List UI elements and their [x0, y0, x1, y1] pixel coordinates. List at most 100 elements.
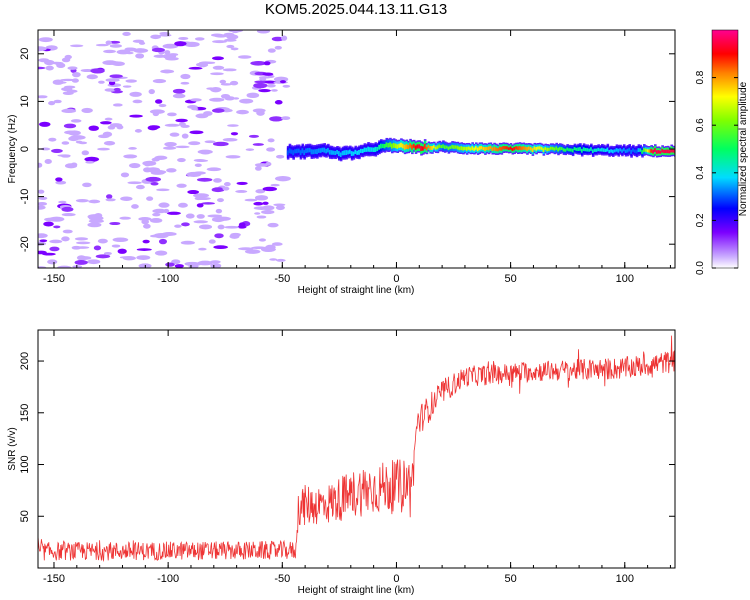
signal-band-core	[292, 150, 295, 156]
noise-blob	[267, 222, 279, 228]
signal-band-core	[465, 146, 469, 151]
noise-blob	[105, 198, 116, 202]
noise-blob	[144, 163, 151, 167]
noise-blob	[254, 163, 269, 167]
noise-blob	[58, 200, 67, 204]
noise-blob	[166, 168, 177, 173]
signal-band-core	[537, 146, 540, 150]
noise-blob	[62, 91, 74, 95]
noise-blob	[64, 163, 78, 169]
noise-blob	[185, 213, 195, 219]
signal-band-core	[288, 148, 292, 154]
noise-blob	[165, 57, 179, 61]
noise-blob	[214, 233, 224, 239]
noise-blob	[81, 150, 89, 156]
signal-band-core	[380, 143, 383, 149]
signal-band-core	[546, 147, 549, 152]
colorbar-tick-label: 0.0	[695, 261, 706, 275]
noise-blob	[263, 61, 271, 66]
noise-blob	[164, 123, 180, 127]
signal-band-core	[451, 144, 454, 149]
signal-band-core	[442, 144, 445, 149]
noise-blob	[254, 166, 262, 171]
noise-blob	[215, 216, 231, 221]
signal-band-core	[352, 151, 356, 156]
noise-blob	[167, 53, 179, 57]
signal-band-core	[504, 146, 507, 150]
signal-band-core	[610, 149, 613, 153]
noise-blob	[261, 210, 275, 215]
colorbar-tick-label: 0.8	[695, 70, 706, 84]
noise-blob	[217, 198, 224, 203]
snr-x-tick-label: -100	[157, 573, 179, 585]
signal-band-core	[418, 144, 421, 149]
noise-blob	[169, 132, 180, 137]
signal-band-core	[460, 146, 463, 151]
spectrogram-y-tick-label: 20	[19, 48, 31, 60]
noise-blob	[132, 39, 145, 43]
noise-blob	[61, 141, 70, 145]
signal-band-core	[661, 148, 664, 153]
signal-band-core	[575, 147, 579, 151]
noise-blob	[176, 183, 187, 188]
noise-blob	[222, 68, 237, 72]
noise-blob	[149, 217, 163, 223]
noise-blob	[109, 74, 123, 79]
signal-band-core	[672, 149, 675, 153]
noise-blob	[198, 247, 207, 251]
signal-band-core	[405, 144, 409, 149]
noise-blob	[128, 147, 137, 150]
signal-band-core	[621, 149, 624, 153]
noise-blob	[164, 50, 171, 55]
noise-blob	[78, 141, 88, 145]
signal-band-core	[396, 144, 400, 149]
noise-blob	[236, 109, 249, 115]
signal-band-core	[381, 143, 385, 148]
signal-band-core	[462, 146, 465, 151]
noise-blob	[225, 155, 241, 159]
signal-band-core	[593, 148, 597, 152]
noise-blob	[152, 79, 167, 84]
signal-band-core	[540, 146, 544, 150]
signal-band-core	[626, 148, 630, 153]
noise-blob	[159, 33, 172, 37]
signal-band-core	[573, 147, 577, 151]
signal-band-core	[551, 146, 555, 150]
noise-blob	[61, 206, 74, 212]
signal-band-core	[341, 150, 345, 156]
noise-blob	[87, 259, 101, 265]
signal-band-core	[372, 147, 376, 152]
signal-band-core	[414, 145, 418, 150]
noise-blob	[274, 100, 283, 105]
snr-y-tick-label: 100	[19, 455, 31, 473]
signal-band-core	[580, 148, 584, 153]
noise-blob	[180, 124, 190, 128]
noise-blob	[226, 44, 235, 49]
noise-blob	[82, 182, 92, 188]
signal-band-core	[553, 147, 557, 151]
signal-band-core	[330, 150, 334, 155]
signal-band-core	[314, 149, 317, 154]
signal-band-core	[630, 149, 633, 154]
noise-blob	[220, 83, 232, 86]
signal-band-core	[297, 148, 301, 153]
signal-band-core	[482, 146, 485, 150]
noise-blob	[187, 189, 200, 195]
snr-y-label: SNR (v/v)	[7, 427, 18, 470]
noise-blob	[112, 237, 129, 242]
noise-blob	[61, 57, 71, 63]
signal-band-core	[652, 149, 655, 154]
noise-blob	[193, 193, 210, 198]
noise-blob	[219, 79, 227, 84]
noise-blob	[42, 252, 56, 256]
noise-blob	[107, 125, 116, 130]
noise-blob	[106, 194, 113, 199]
noise-blob	[213, 178, 222, 183]
noise-blob	[90, 68, 105, 74]
signal-band-core	[359, 148, 363, 153]
signal-band-core	[526, 147, 529, 151]
signal-band-core	[467, 146, 471, 150]
signal-band-core	[476, 147, 480, 152]
signal-band-core	[295, 148, 299, 154]
noise-blob	[162, 43, 179, 49]
